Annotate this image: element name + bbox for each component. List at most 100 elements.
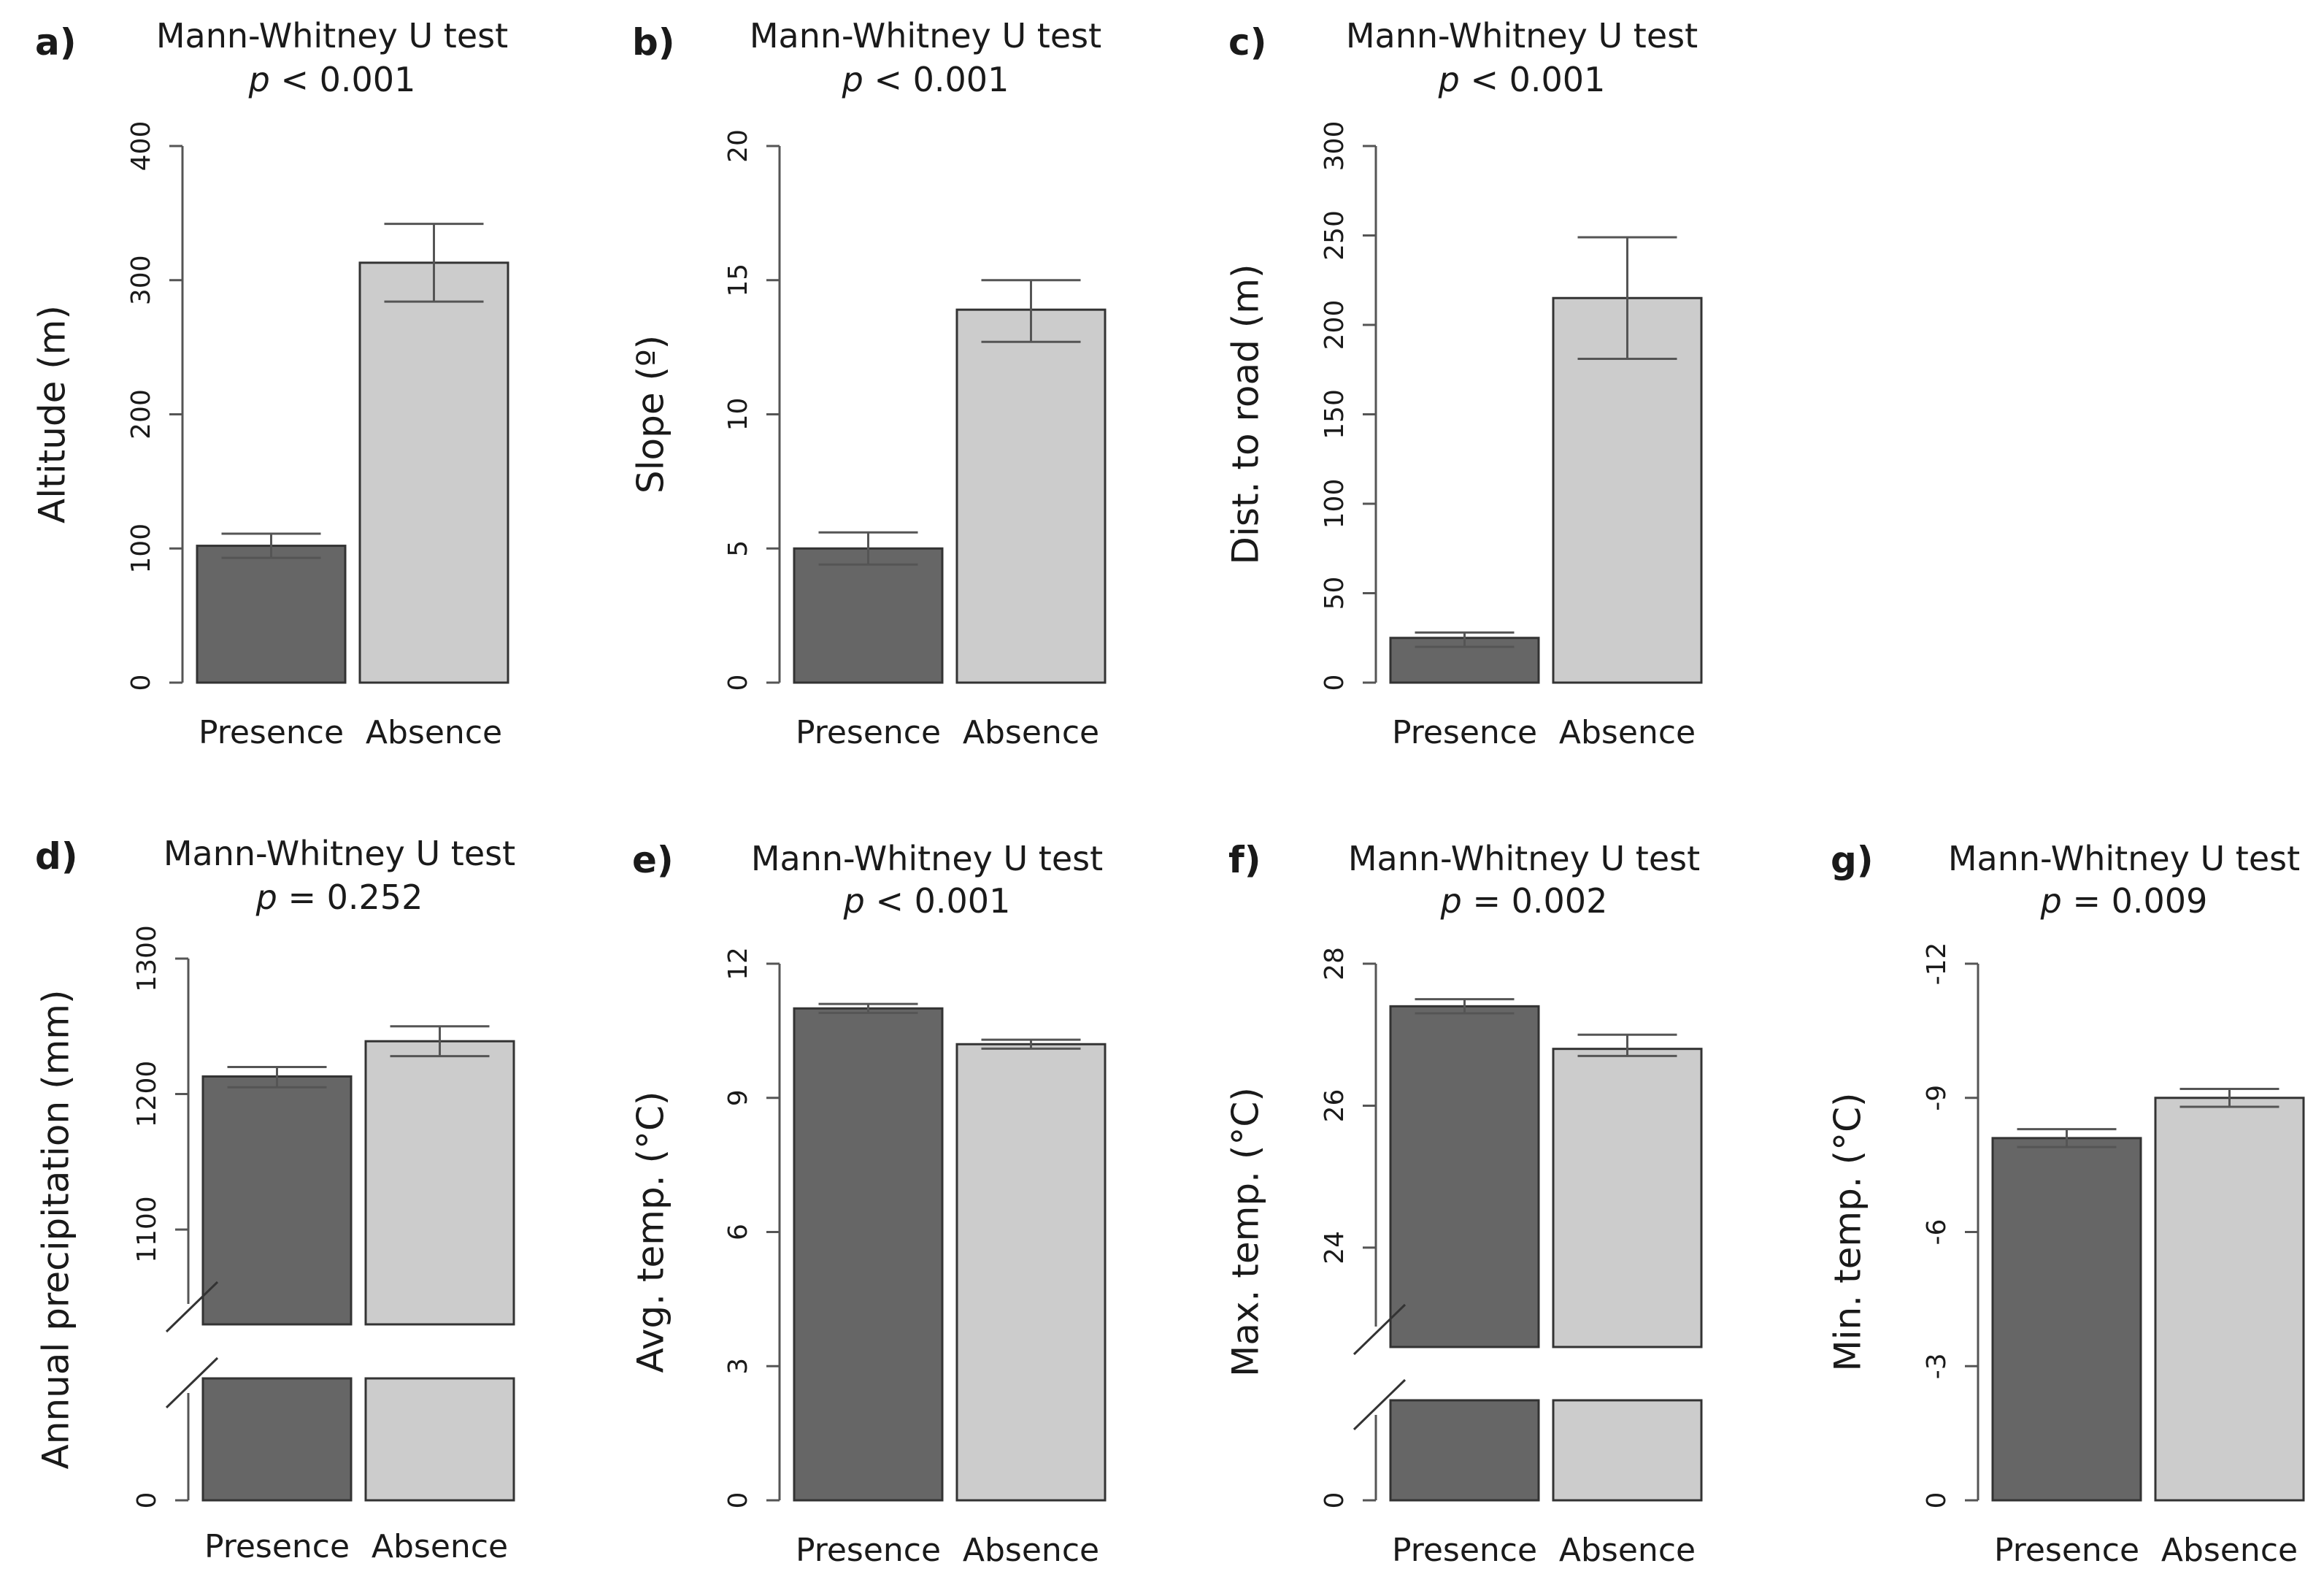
x-category-label: Presence	[199, 714, 344, 751]
y-tick-label: 0	[132, 1492, 162, 1509]
error-bar	[390, 1025, 490, 1058]
bar-absence	[1552, 1048, 1703, 1348]
x-category-label: Presence	[1392, 714, 1537, 751]
y-tick-label: 1200	[132, 1061, 162, 1128]
chart-title: Mann-Whitney U test	[751, 839, 1103, 878]
y-axis-label: Min. temp. (°C)	[1827, 1092, 1869, 1371]
y-tick-label: 1100	[132, 1196, 162, 1263]
x-category-label: Presence	[1392, 1532, 1537, 1569]
error-bar	[221, 532, 321, 559]
error-bar	[2017, 1128, 2117, 1148]
bar-presence	[793, 547, 944, 684]
bar-absence	[955, 1043, 1107, 1502]
y-tick-label: 5	[723, 540, 753, 557]
p-text: < 0.001	[270, 60, 415, 99]
p-symbol: p	[843, 881, 865, 921]
x-category-label: Absence	[366, 714, 502, 751]
y-tick-label: 0	[723, 675, 753, 691]
chart-title: Mann-Whitney U test	[1346, 16, 1698, 55]
chart-title: Mann-Whitney U test	[163, 834, 515, 873]
bar-presence	[196, 545, 347, 684]
y-tick-label: 100	[126, 523, 156, 574]
y-axis-label: Dist. to road (m)	[1225, 264, 1267, 565]
y-tick-label: 200	[126, 389, 156, 440]
axis-break-marks	[165, 1281, 219, 1409]
panel-label: g)	[1831, 839, 1874, 881]
p-symbol: p	[248, 60, 270, 99]
y-tick-label: -12	[1922, 943, 1952, 986]
error-bar	[981, 1038, 1081, 1050]
y-tick-label: -3	[1922, 1353, 1952, 1379]
error-bar	[1415, 998, 1515, 1015]
y-axis-label: Altitude (m)	[31, 305, 74, 523]
bar-absence-lower	[1552, 1399, 1703, 1502]
p-symbol: p	[842, 60, 863, 99]
p-value: p < 0.001	[248, 60, 416, 99]
y-tick-label: 0	[1922, 1492, 1952, 1509]
y-tick-label: 50	[1320, 577, 1350, 610]
x-category-label: Absence	[963, 1532, 1099, 1569]
y-tick-label: 3	[723, 1358, 753, 1375]
x-category-label: Presence	[796, 714, 941, 751]
bar-absence	[955, 308, 1107, 684]
x-category-label: Absence	[1559, 1532, 1696, 1569]
p-symbol: p	[1440, 881, 1462, 921]
panel-label: d)	[35, 835, 78, 878]
y-axis-label: Max. temp. (°C)	[1225, 1087, 1267, 1377]
x-category-label: Presence	[1994, 1532, 2139, 1569]
p-text: < 0.001	[865, 881, 1010, 921]
p-value: p < 0.001	[842, 60, 1009, 99]
y-tick-label: 9	[723, 1089, 753, 1106]
error-bar	[227, 1065, 327, 1089]
p-symbol: p	[2040, 881, 2062, 921]
p-value: p = 0.009	[2040, 881, 2208, 921]
chart-title: Mann-Whitney U test	[1348, 839, 1700, 878]
y-tick-label: -9	[1922, 1085, 1952, 1111]
x-category-label: Absence	[372, 1528, 508, 1565]
y-tick-label: -6	[1922, 1219, 1952, 1246]
bar-presence	[1389, 1005, 1540, 1348]
y-axis-label: Avg. temp. (°C)	[630, 1091, 672, 1373]
error-bar	[1577, 236, 1677, 361]
error-bar	[818, 1002, 918, 1014]
y-tick-label: 1300	[132, 925, 162, 992]
y-tick-label: 0	[126, 675, 156, 691]
p-symbol: p	[1438, 60, 1460, 99]
panel-label: b)	[632, 21, 675, 64]
panel-b: b) Mann-Whitney U test p < 0.001 Slope (º) 0…	[630, 16, 1107, 751]
error-bar	[2179, 1088, 2279, 1108]
p-value: p = 0.002	[1440, 881, 1608, 921]
panel-label: f)	[1228, 839, 1261, 881]
x-category-label: Presence	[796, 1532, 941, 1569]
bar-presence	[201, 1075, 353, 1326]
y-tick-label: 0	[723, 1492, 753, 1509]
y-tick-label: 250	[1320, 210, 1350, 261]
y-tick-label: 28	[1320, 947, 1350, 980]
bar-absence	[364, 1040, 515, 1326]
y-tick-label: 10	[723, 398, 753, 431]
y-tick-label: 0	[1320, 1492, 1350, 1509]
y-axis-label: Annual precipitation (mm)	[35, 989, 77, 1469]
p-text: < 0.001	[863, 60, 1009, 99]
y-tick-label: 400	[126, 121, 156, 172]
panel-label: c)	[1228, 21, 1267, 64]
p-symbol: p	[255, 878, 277, 917]
p-value: p < 0.001	[1438, 60, 1606, 99]
bar-presence-lower	[1389, 1399, 1540, 1502]
panel-d: d) Mann-Whitney U test p = 0.252 Annual pre…	[35, 834, 516, 1565]
y-tick-label: 12	[723, 947, 753, 980]
bar-absence	[358, 261, 509, 684]
error-bar	[818, 531, 918, 566]
error-bar	[1577, 1033, 1677, 1057]
panel-c: c) Mann-Whitney U test p < 0.001 Dist. to r…	[1225, 16, 1703, 751]
y-tick-label: 200	[1320, 300, 1350, 350]
y-tick-label: 300	[126, 255, 156, 305]
p-text: = 0.252	[277, 878, 423, 917]
chart-title: Mann-Whitney U test	[156, 16, 508, 55]
bar-presence	[793, 1007, 944, 1502]
y-tick-label: 150	[1320, 389, 1350, 440]
x-category-label: Absence	[1559, 714, 1696, 751]
